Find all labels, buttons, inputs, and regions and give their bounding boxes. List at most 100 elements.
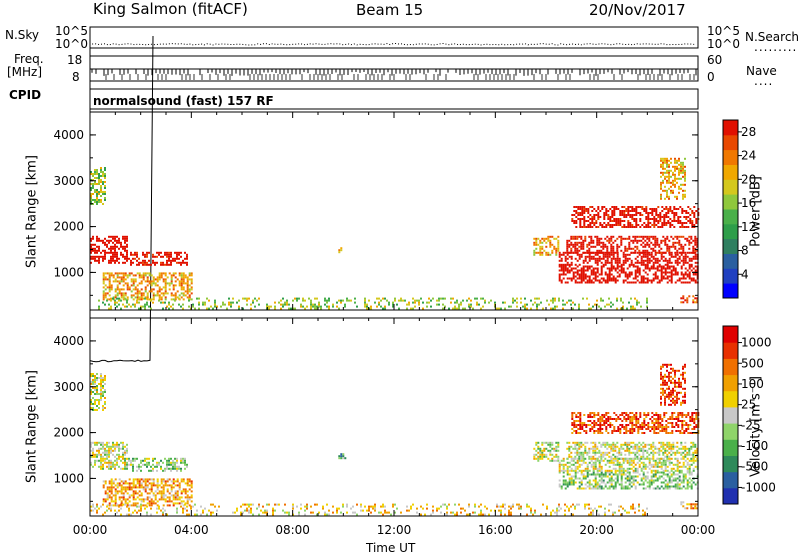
power-cell xyxy=(631,206,633,208)
power-cell xyxy=(662,168,664,170)
power-cell xyxy=(635,212,637,214)
power-cell xyxy=(579,208,581,210)
velocity-cell xyxy=(593,474,595,476)
power-cell xyxy=(298,298,300,300)
power-cell xyxy=(96,191,98,193)
power-cell xyxy=(326,302,328,304)
power-cell xyxy=(111,272,113,274)
power-cell xyxy=(668,248,670,250)
power-cell xyxy=(286,300,288,302)
power-cell xyxy=(585,276,587,278)
velocity-cell xyxy=(113,480,115,482)
velocity-cell xyxy=(667,476,669,478)
velocity-cell xyxy=(585,476,587,478)
velocity-cell xyxy=(186,466,188,468)
power-cell xyxy=(159,274,161,276)
velocity-cell xyxy=(621,464,623,466)
velocity-cell xyxy=(635,468,637,470)
velocity-cell xyxy=(665,468,667,470)
velocity-cell xyxy=(448,504,450,506)
velocity-cell xyxy=(186,464,188,466)
power-cell xyxy=(533,254,535,256)
power-cell xyxy=(613,268,615,270)
power-cell xyxy=(312,306,314,308)
power-cell xyxy=(607,254,609,256)
power-cell xyxy=(609,220,611,222)
power-cell xyxy=(681,210,683,212)
velocity-cell xyxy=(370,506,372,508)
velocity-cell xyxy=(104,401,106,403)
power-cell xyxy=(576,236,578,238)
power-cell xyxy=(135,280,137,282)
velocity-cell xyxy=(117,490,119,492)
velocity-cell xyxy=(637,482,639,484)
velocity-cell xyxy=(125,500,127,502)
velocity-cell xyxy=(156,470,158,472)
velocity-cell xyxy=(139,490,141,492)
power-cell xyxy=(612,236,614,238)
power-cell xyxy=(238,308,240,310)
velocity-cell xyxy=(189,488,191,490)
power-cell xyxy=(657,266,659,268)
power-cell xyxy=(625,226,627,228)
velocity-cell xyxy=(162,512,164,514)
velocity-cell xyxy=(618,506,620,508)
power-cell xyxy=(583,262,585,264)
power-cell xyxy=(350,300,352,302)
velocity-cell xyxy=(607,488,609,490)
power-cell xyxy=(274,306,276,308)
velocity-cell xyxy=(138,510,140,512)
power-cell xyxy=(677,274,679,276)
velocity-cell xyxy=(138,506,140,508)
power-cell xyxy=(663,208,665,210)
power-cell xyxy=(92,183,94,185)
velocity-cell xyxy=(173,486,175,488)
power-cell xyxy=(684,194,686,196)
power-cell xyxy=(679,226,681,228)
power-cell xyxy=(587,262,589,264)
power-cell xyxy=(664,176,666,178)
power-cell xyxy=(676,250,678,252)
power-cell xyxy=(665,270,667,272)
velocity-cell xyxy=(130,460,132,462)
velocity-cell xyxy=(126,462,128,464)
velocity-cell xyxy=(571,480,573,482)
velocity-cell xyxy=(184,462,186,464)
power-cell xyxy=(655,208,657,210)
power-cell xyxy=(125,292,127,294)
velocity-cell xyxy=(104,452,106,454)
power-cell xyxy=(665,260,667,262)
power-cell xyxy=(145,272,147,274)
power-cell xyxy=(691,278,693,280)
velocity-cell xyxy=(554,512,556,514)
power-cell xyxy=(665,224,667,226)
power-cell xyxy=(609,276,611,278)
power-cell xyxy=(96,189,98,191)
power-cell xyxy=(162,264,164,266)
power-cell xyxy=(666,158,668,160)
velocity-cell xyxy=(96,385,98,387)
velocity-cell xyxy=(669,488,671,490)
power-cell xyxy=(175,276,177,278)
power-cell xyxy=(601,206,603,208)
power-cell xyxy=(134,254,136,256)
power-cell xyxy=(664,198,666,200)
velocity-cell xyxy=(102,379,104,381)
power-cell xyxy=(651,214,653,216)
velocity-cell xyxy=(118,450,120,452)
velocity-cell xyxy=(626,512,628,514)
velocity-cell xyxy=(623,474,625,476)
power-cell xyxy=(620,298,622,300)
power-cell xyxy=(577,218,579,220)
power-cell xyxy=(181,278,183,280)
power-cell xyxy=(563,254,565,256)
velocity-cell xyxy=(156,466,158,468)
power-cell xyxy=(127,282,129,284)
power-cell xyxy=(314,304,316,306)
velocity-cell xyxy=(173,498,175,500)
power-cell xyxy=(625,216,627,218)
velocity-cell xyxy=(166,464,168,466)
power-cell xyxy=(629,224,631,226)
velocity-cell xyxy=(579,466,581,468)
power-cell xyxy=(136,264,138,266)
